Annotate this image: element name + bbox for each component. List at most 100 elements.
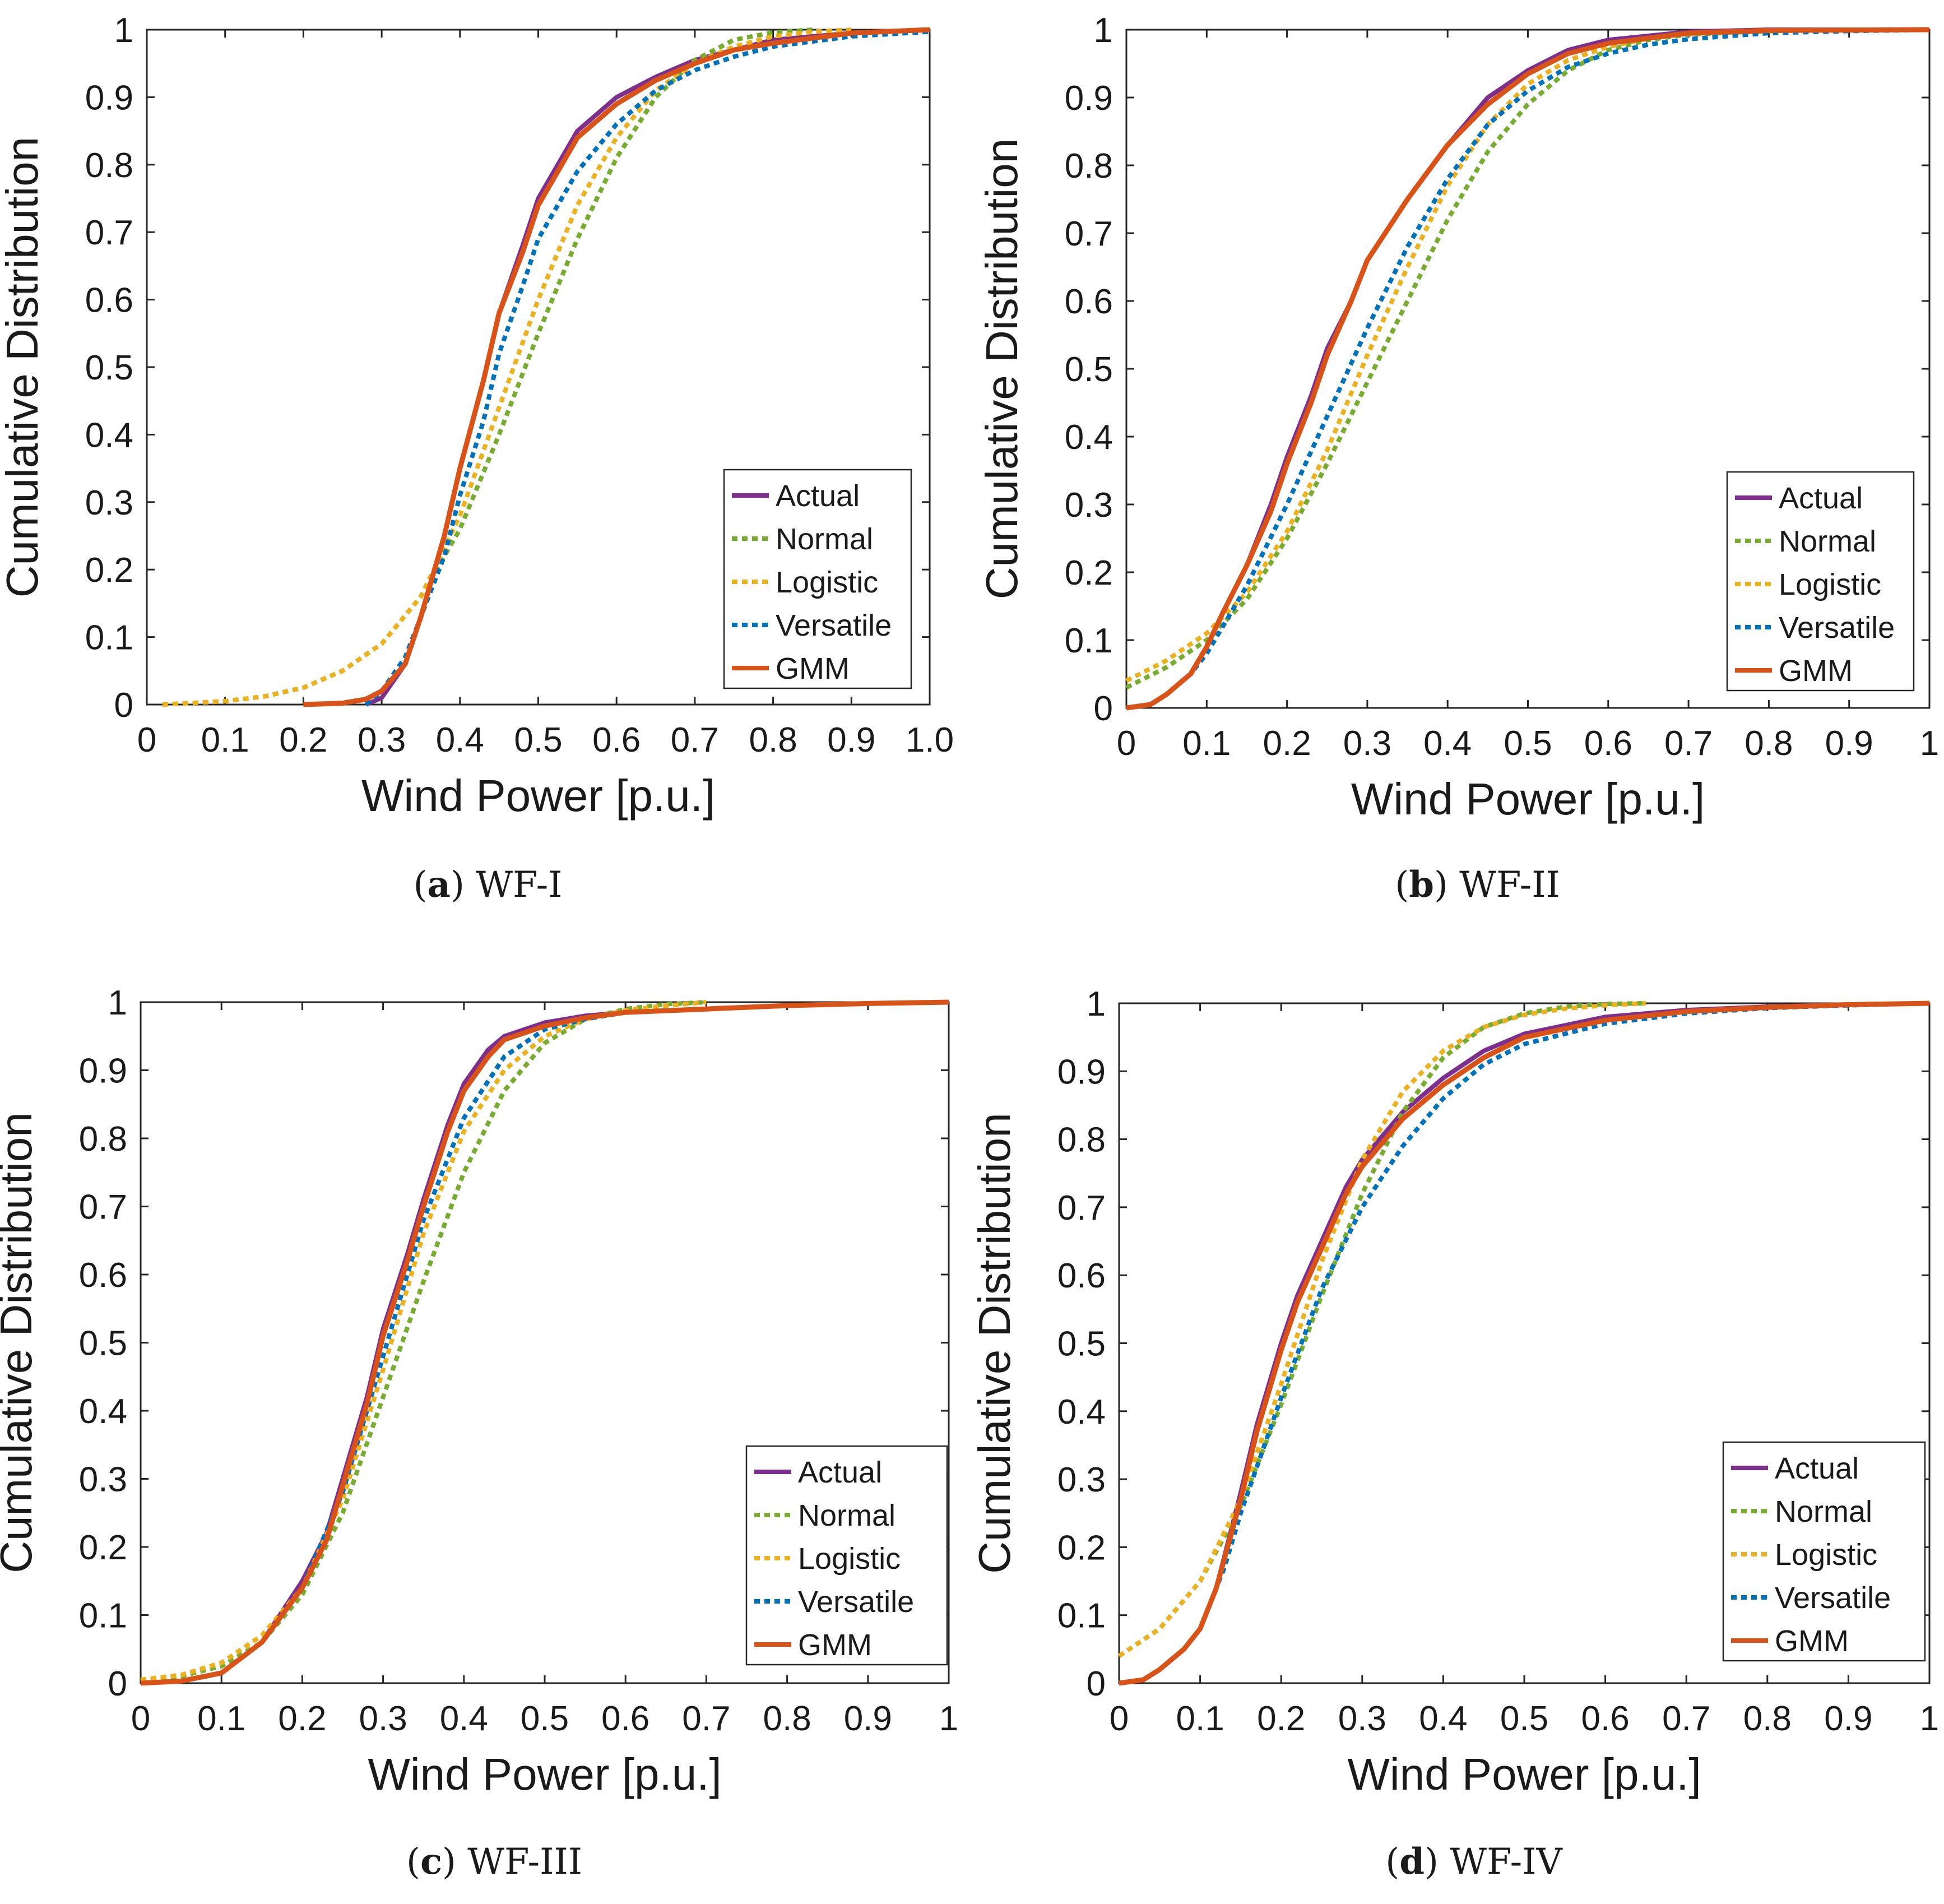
legend-label-versatile: Versatile — [776, 609, 892, 642]
chart-panel-3: 0 0.1 0.2 0.3 0.4 0.5 0.6 0.7 0.8 0.9 1 0 0.1 0.2 0.3 0… — [0, 984, 958, 1883]
x-tick-label: 0.5 — [1504, 724, 1552, 763]
x-tick-label: 1.0 — [906, 721, 954, 759]
x-tick-label: 0.8 — [763, 1699, 811, 1738]
y-tick-label: 0 — [1087, 1665, 1106, 1703]
caption-letter: a — [427, 864, 450, 906]
legend-label-versatile: Versatile — [1775, 1581, 1891, 1615]
legend-label-normal: Normal — [1779, 525, 1876, 558]
x-tick-label: 0.6 — [1581, 1699, 1629, 1738]
x-axis-label: Wind Power [p.u.] — [361, 771, 715, 821]
caption-letter: d — [1399, 1841, 1425, 1883]
x-tick-label: 0.3 — [359, 1699, 407, 1738]
caption-paren-close: ) — [451, 864, 476, 906]
y-tick-label: 0.3 — [1057, 1461, 1106, 1499]
x-tick-label: 0.9 — [1824, 1699, 1872, 1738]
y-tick-label: 0.9 — [1065, 79, 1113, 118]
x-tick-label: 0.2 — [1263, 724, 1311, 763]
caption-name: WF-III — [467, 1841, 582, 1883]
y-tick-label: 0.6 — [1057, 1257, 1106, 1295]
legend-label-logistic: Logistic — [1779, 568, 1881, 601]
legend: Actual Normal Logistic Versatile GMM — [723, 469, 912, 689]
x-tick-label: 0.4 — [440, 1699, 488, 1738]
legend-label-logistic: Logistic — [776, 566, 878, 599]
y-tick-label: 0.5 — [79, 1324, 127, 1363]
x-tick-label: 0.1 — [1182, 724, 1231, 763]
x-tick-label: 0.1 — [1176, 1699, 1224, 1738]
y-tick-label: 0.6 — [1065, 282, 1113, 321]
y-tick-label: 0.8 — [1065, 147, 1113, 186]
x-tick-label: 0.9 — [827, 721, 875, 759]
y-tick-label: 0.1 — [1065, 622, 1113, 660]
y-tick-label: 0.6 — [85, 281, 133, 320]
y-tick-label: 0.7 — [79, 1188, 127, 1227]
x-tick-label: 0.1 — [201, 721, 249, 759]
y-tick-label: 0.6 — [79, 1256, 127, 1295]
y-tick-label: 0.7 — [1057, 1189, 1106, 1227]
series-line-gmm — [303, 27, 930, 707]
caption-paren-open: ( — [1395, 864, 1409, 906]
y-tick-label: 0.7 — [85, 214, 133, 252]
y-tick-label: 0.8 — [85, 146, 133, 185]
y-axis-label: Cumulative Distribution — [0, 1112, 41, 1573]
panel-caption: (b) WF-II — [1395, 864, 1560, 906]
y-axis-label: Cumulative Distribution — [969, 1113, 1019, 1574]
y-tick-label: 0.5 — [1065, 350, 1113, 389]
legend-label-gmm: GMM — [798, 1628, 872, 1662]
x-tick-label: 0.4 — [1423, 724, 1472, 763]
panel-caption: (d) WF-IV — [1385, 1841, 1563, 1883]
y-tick-label: 0.3 — [1065, 486, 1113, 525]
y-tick-label: 0.2 — [79, 1528, 127, 1567]
caption-name: WF-I — [476, 864, 562, 906]
y-tick-label: 0 — [108, 1665, 127, 1703]
x-tick-label: 0.7 — [671, 721, 719, 759]
legend-label-normal: Normal — [776, 522, 873, 556]
y-tick-label: 0.1 — [1057, 1597, 1106, 1636]
y-tick-label: 0.3 — [85, 484, 133, 522]
legend-label-actual: Actual — [798, 1456, 882, 1489]
y-tick-label: 1 — [114, 11, 133, 50]
y-tick-label: 0.4 — [85, 416, 133, 455]
caption-letter: c — [420, 1841, 442, 1883]
x-tick-label: 1 — [939, 1699, 958, 1738]
legend-label-logistic: Logistic — [798, 1542, 901, 1576]
panel-caption: (c) WF-III — [406, 1841, 582, 1883]
caption-paren-open: ( — [406, 1841, 420, 1883]
series-line-versatile — [364, 29, 930, 707]
y-tick-label: 0.4 — [1065, 418, 1113, 457]
y-tick-label: 0.5 — [1057, 1325, 1106, 1364]
legend-box — [1726, 471, 1915, 692]
y-tick-label: 0.8 — [79, 1120, 127, 1159]
x-tick-label: 0.6 — [601, 1699, 649, 1738]
legend-label-normal: Normal — [1775, 1495, 1872, 1528]
x-axis-label: Wind Power [p.u.] — [1351, 774, 1705, 824]
x-tick-label: 0 — [1110, 1699, 1129, 1738]
x-tick-label: 0.4 — [1419, 1699, 1467, 1738]
y-tick-label: 0.1 — [79, 1597, 127, 1636]
x-tick-label: 0 — [137, 721, 156, 759]
series-line-gmm — [140, 999, 949, 1686]
y-tick-label: 1 — [108, 984, 127, 1022]
x-tick-label: 0.8 — [1743, 1699, 1792, 1738]
y-axis-label: Cumulative Distribution — [977, 138, 1027, 600]
caption-name: WF-IV — [1450, 1841, 1563, 1883]
x-tick-label: 1 — [1920, 724, 1939, 763]
caption-paren-close: ) — [1425, 1841, 1450, 1883]
series-line-logistic — [162, 27, 852, 707]
y-tick-label: 0 — [1094, 689, 1113, 728]
y-tick-label: 0.9 — [79, 1052, 127, 1091]
x-tick-label: 0 — [1117, 724, 1136, 763]
x-tick-label: 0.2 — [279, 721, 327, 759]
y-tick-label: 0.3 — [79, 1461, 127, 1499]
y-axis-label: Cumulative Distribution — [0, 137, 47, 598]
x-tick-label: 0.6 — [1584, 724, 1632, 763]
series-line-gmm — [1126, 27, 1930, 711]
y-tick-label: 0.2 — [85, 551, 133, 590]
panel-caption: (a) WF-I — [414, 864, 563, 906]
x-tick-label: 0.1 — [197, 1699, 245, 1738]
y-tick-label: 0.5 — [85, 349, 133, 387]
caption-paren-open: ( — [1385, 1841, 1399, 1883]
legend-label-logistic: Logistic — [1775, 1538, 1877, 1572]
y-tick-label: 0.9 — [85, 78, 133, 117]
x-tick-label: 0.6 — [592, 721, 641, 759]
